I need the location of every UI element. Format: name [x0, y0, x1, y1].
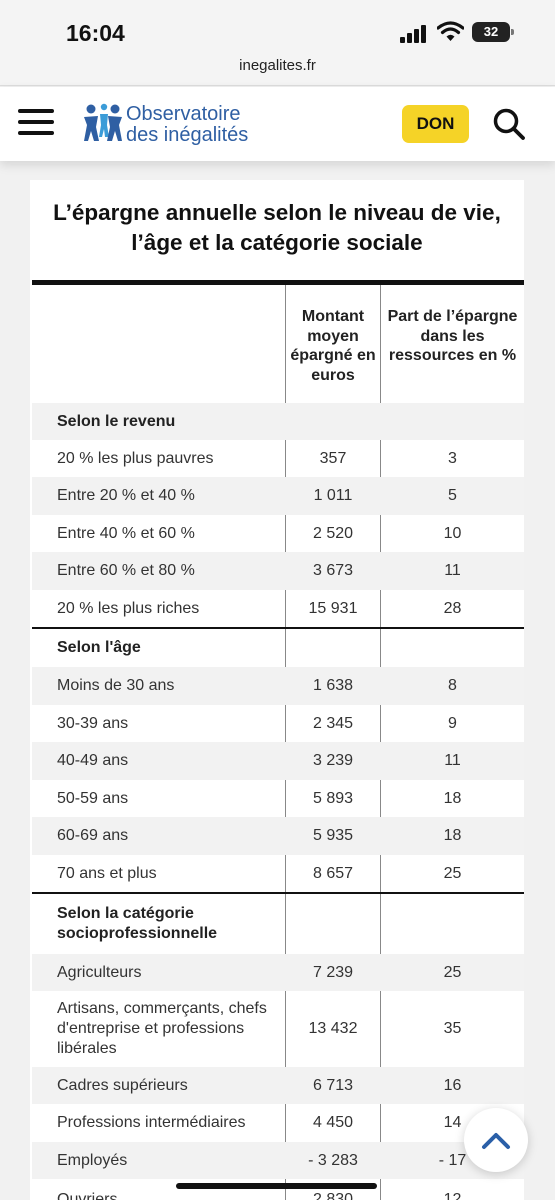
row-label: 20 % les plus pauvres [57, 449, 214, 467]
section-heading: Selon le revenu [57, 412, 176, 430]
row-label: 70 ans et plus [57, 864, 157, 882]
section-divider [32, 627, 524, 629]
table-row: Entre 60 % et 80 % 3 673 11 [32, 552, 524, 590]
row-label: Employés [57, 1151, 128, 1169]
address-bar-url[interactable]: inegalites.fr [239, 57, 316, 74]
scroll-to-top-button[interactable] [464, 1108, 528, 1172]
row-amount: 1 011 [313, 487, 353, 504]
table-row: 30-39 ans 2 345 9 [32, 705, 524, 742]
row-amount: 2 520 [312, 524, 354, 542]
search-icon[interactable] [492, 107, 526, 141]
logo-text-line2: des inégalités [126, 124, 249, 146]
row-amount: 3 673 [312, 562, 354, 579]
table-top-rule [32, 280, 524, 285]
row-share: 35 [443, 1020, 462, 1037]
table-title: L’épargne annuelle selon le niveau de vi… [53, 200, 501, 255]
table-row: Professions intermédiaires 4 450 14 [32, 1104, 524, 1142]
row-label: 50-59 ans [57, 789, 129, 807]
row-amount: 2 830 [312, 1190, 354, 1200]
row-share: 18 [443, 827, 462, 844]
row-label: 30-39 ans [57, 714, 129, 732]
row-amount: 7 239 [312, 963, 354, 981]
chevron-up-icon [482, 1133, 510, 1149]
table-row: 20 % les plus pauvres 357 3 [32, 440, 524, 477]
table-row: Entre 20 % et 40 % 1 011 5 [32, 477, 524, 515]
row-amount: 5 935 [312, 827, 354, 844]
donate-button[interactable]: DON [402, 105, 469, 143]
section-heading: Selon la catégorie socioprofessionnelle [57, 905, 218, 942]
table-row: Artisans, commerçants, chefs d'entrepris… [32, 991, 524, 1067]
wifi-icon [437, 21, 464, 41]
row-label: Professions intermédiaires [57, 1114, 246, 1131]
row-amount: 1 638 [312, 677, 354, 694]
row-share: 8 [448, 677, 457, 694]
section-heading-row: Selon la catégorie socioprofessionnelle [32, 894, 524, 954]
row-amount: 3 239 [312, 752, 354, 769]
table-row: 40-49 ans 3 239 11 [32, 742, 524, 780]
row-share: 3 [448, 449, 457, 467]
section-heading-row: Selon le revenu [32, 403, 524, 440]
row-label: 60-69 ans [57, 827, 129, 844]
site-header: Observatoire des inégalités DON [0, 87, 555, 161]
column-header-share: Part de l’épargne dans les ressources en… [387, 308, 518, 364]
row-share: 10 [443, 524, 462, 542]
row-amount: 15 931 [308, 599, 358, 617]
row-label: Entre 60 % et 80 % [57, 562, 195, 579]
section-heading-row: Selon l'âge [32, 629, 524, 667]
row-share: 25 [443, 963, 462, 981]
table-row: 60-69 ans 5 935 18 [32, 817, 524, 855]
section-heading: Selon l'âge [57, 639, 141, 656]
section-divider [32, 892, 524, 894]
table-row: Ouvriers 2 830 12 [32, 1181, 524, 1200]
site-logo[interactable]: Observatoire des inégalités [82, 103, 252, 149]
row-amount: 4 450 [312, 1114, 354, 1131]
table-row: Moins de 30 ans 1 638 8 [32, 667, 524, 705]
status-bar: 16:04 32 inegalites.fr [0, 0, 555, 86]
row-label: Entre 20 % et 40 % [57, 487, 195, 504]
table-row: 50-59 ans 5 893 18 [32, 780, 524, 817]
row-share: 18 [443, 789, 462, 807]
row-label: Moins de 30 ans [57, 677, 175, 694]
table-row: Employés - 3 283 - 17 [32, 1142, 524, 1179]
column-header-amount: Montant moyen épargné en euros [290, 308, 376, 384]
row-amount: 8 657 [312, 864, 354, 882]
table-row: 20 % les plus riches 15 931 28 [32, 590, 524, 627]
row-share: 16 [443, 1076, 462, 1094]
row-amount: 357 [319, 449, 347, 467]
logo-text-line1: Observatoire [126, 103, 241, 125]
row-amount: 6 713 [312, 1076, 354, 1094]
row-share: 25 [443, 864, 462, 882]
row-share: 5 [448, 487, 457, 504]
row-label: Entre 40 % et 60 % [57, 524, 195, 542]
row-share: 11 [444, 752, 461, 769]
row-amount: - 3 283 [308, 1151, 358, 1169]
table-row: Agriculteurs 7 239 25 [32, 954, 524, 991]
cellular-signal-icon [400, 25, 428, 43]
row-share: 11 [444, 562, 461, 579]
row-amount: 2 345 [312, 714, 354, 732]
battery-icon: 32 [472, 22, 514, 42]
row-share: 9 [448, 714, 457, 732]
table-row: 70 ans et plus 8 657 25 [32, 855, 524, 892]
row-label: Agriculteurs [57, 963, 142, 981]
row-label: Artisans, commerçants, chefs d'entrepris… [57, 1000, 267, 1057]
status-time: 16:04 [66, 20, 125, 46]
home-indicator[interactable] [176, 1183, 377, 1189]
row-share: 12 [443, 1190, 462, 1200]
logo-people-icon [84, 103, 122, 141]
row-share: 14 [443, 1114, 462, 1131]
row-amount: 13 432 [308, 1020, 358, 1037]
row-share: 28 [443, 599, 462, 617]
savings-table-card: L’épargne annuelle selon le niveau de vi… [30, 180, 524, 1200]
table-row: Entre 40 % et 60 % 2 520 10 [32, 515, 524, 552]
table-row: Cadres supérieurs 6 713 16 [32, 1067, 524, 1104]
row-share: - 17 [438, 1151, 467, 1169]
menu-icon[interactable] [18, 107, 54, 137]
row-amount: 5 893 [312, 789, 354, 807]
row-label: 40-49 ans [57, 752, 129, 769]
row-label: Cadres supérieurs [57, 1076, 188, 1094]
row-label: Ouvriers [57, 1190, 118, 1200]
row-label: 20 % les plus riches [57, 599, 200, 617]
